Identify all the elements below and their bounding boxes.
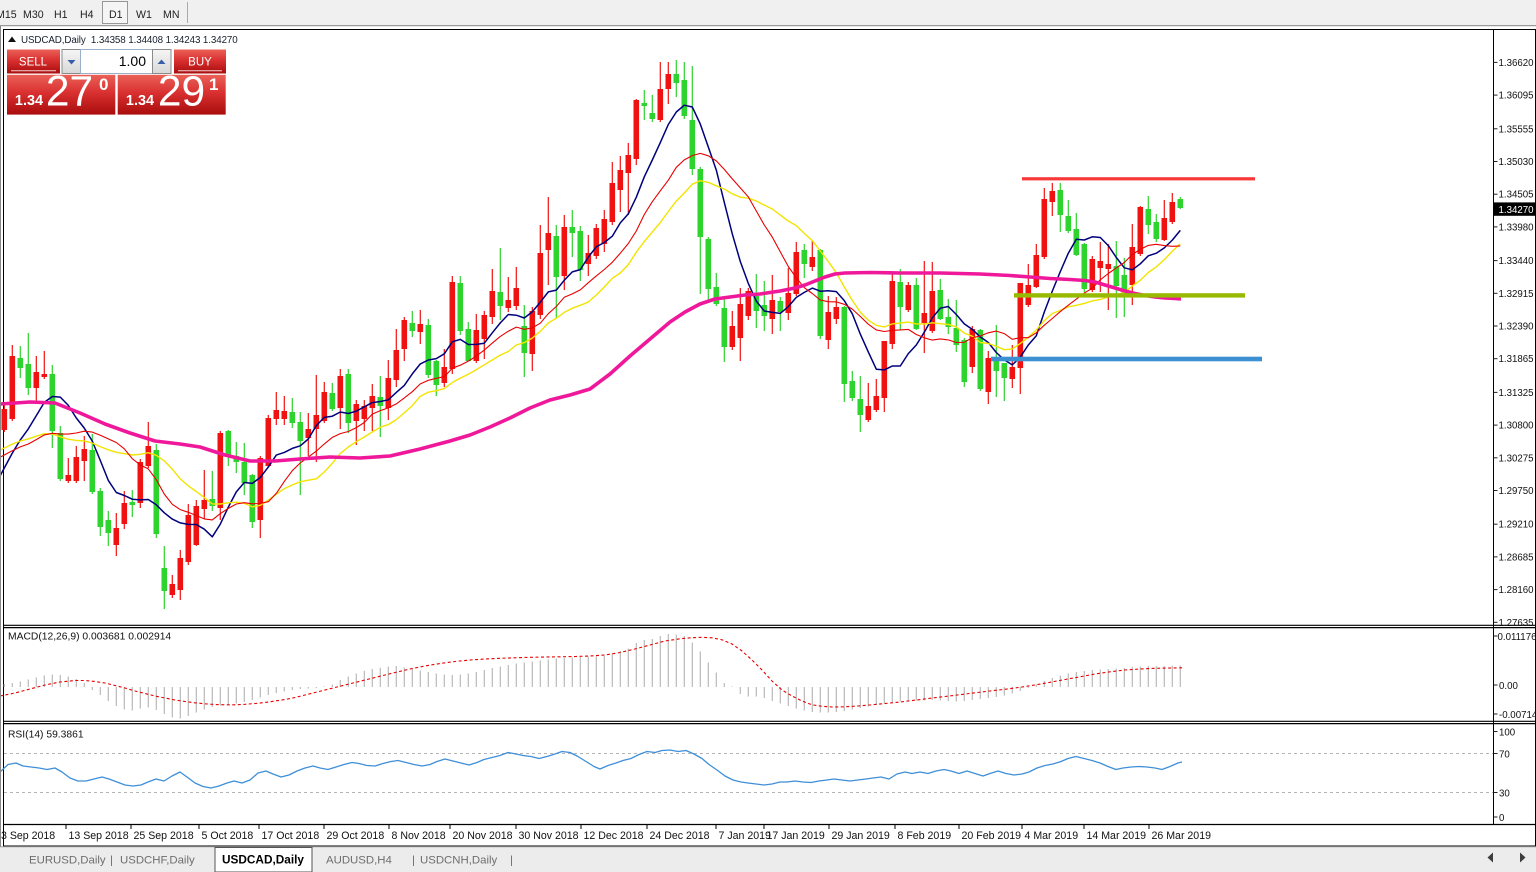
svg-text:30 Nov 2018: 30 Nov 2018 <box>519 830 579 842</box>
svg-text:|: | <box>110 855 113 867</box>
svg-text:0: 0 <box>99 75 108 94</box>
svg-text:13 Sep 2018: 13 Sep 2018 <box>69 830 129 842</box>
svg-text:1.27635: 1.27635 <box>1499 618 1534 629</box>
svg-text:20 Feb 2019: 20 Feb 2019 <box>962 830 1022 842</box>
svg-text:H4: H4 <box>80 9 94 21</box>
svg-text:D1: D1 <box>109 9 123 21</box>
svg-text:1: 1 <box>209 75 218 94</box>
svg-text:24 Dec 2018: 24 Dec 2018 <box>650 830 710 842</box>
svg-text:20 Nov 2018: 20 Nov 2018 <box>453 830 513 842</box>
svg-text:USDCNH,Daily: USDCNH,Daily <box>420 855 498 867</box>
svg-text:1.31325: 1.31325 <box>1499 388 1534 399</box>
svg-text:MACD(12,26,9) 0.003681 0.00291: MACD(12,26,9) 0.003681 0.002914 <box>8 632 171 643</box>
svg-text:29 Jan 2019: 29 Jan 2019 <box>832 830 890 842</box>
svg-text:MN: MN <box>163 9 179 21</box>
svg-text:1.35555: 1.35555 <box>1499 124 1534 135</box>
svg-text:1.34: 1.34 <box>15 93 43 109</box>
svg-text:25 Sep 2018: 25 Sep 2018 <box>134 830 194 842</box>
svg-text:USDCAD,Daily 1.34358 1.34408: USDCAD,Daily 1.34358 1.34408 1.34243 1.3… <box>21 35 238 46</box>
svg-text:27: 27 <box>46 69 93 116</box>
svg-text:100: 100 <box>1499 727 1516 738</box>
svg-text:8 Nov 2018: 8 Nov 2018 <box>392 830 446 842</box>
svg-text:1.32390: 1.32390 <box>1499 322 1535 333</box>
svg-text:1.00: 1.00 <box>119 53 146 69</box>
svg-text:RSI(14) 59.3861: RSI(14) 59.3861 <box>8 730 84 741</box>
svg-text:5 Oct 2018: 5 Oct 2018 <box>202 830 254 842</box>
svg-text:30: 30 <box>1499 788 1510 799</box>
svg-text:1.32915: 1.32915 <box>1499 289 1534 300</box>
svg-text:|: | <box>412 855 415 867</box>
svg-text:1.29210: 1.29210 <box>1499 520 1535 531</box>
svg-text:1.28160: 1.28160 <box>1499 585 1535 596</box>
svg-text:12 Dec 2018: 12 Dec 2018 <box>584 830 644 842</box>
svg-text:0.00: 0.00 <box>1499 681 1518 692</box>
svg-text:EURUSD,Daily: EURUSD,Daily <box>29 855 106 867</box>
svg-text:SELL: SELL <box>19 57 48 69</box>
svg-text:17 Jan 2019: 17 Jan 2019 <box>767 830 825 842</box>
svg-text:1.33980: 1.33980 <box>1499 222 1535 233</box>
svg-text:|: | <box>510 855 513 867</box>
svg-text:7 Jan 2019: 7 Jan 2019 <box>719 830 772 842</box>
svg-text:29 Oct 2018: 29 Oct 2018 <box>327 830 385 842</box>
svg-text:3 Sep 2018: 3 Sep 2018 <box>1 830 55 842</box>
svg-text:17 Oct 2018: 17 Oct 2018 <box>262 830 320 842</box>
svg-text:1.30275: 1.30275 <box>1499 453 1534 464</box>
svg-text:1.36620: 1.36620 <box>1499 58 1535 69</box>
svg-text:1.31865: 1.31865 <box>1499 354 1534 365</box>
svg-text:0.011176: 0.011176 <box>1498 632 1536 643</box>
svg-text:1.36095: 1.36095 <box>1499 91 1534 102</box>
svg-text:8 Feb 2019: 8 Feb 2019 <box>898 830 952 842</box>
svg-text:M15: M15 <box>0 9 17 21</box>
svg-text:1.30800: 1.30800 <box>1499 421 1535 432</box>
svg-text:USDCHF,Daily: USDCHF,Daily <box>120 855 195 867</box>
svg-text:1.28685: 1.28685 <box>1499 552 1534 563</box>
svg-text:0: 0 <box>1499 813 1505 824</box>
svg-text:USDCAD,Daily: USDCAD,Daily <box>222 853 304 867</box>
svg-text:1.34270: 1.34270 <box>1499 205 1535 216</box>
svg-text:H1: H1 <box>54 9 68 21</box>
svg-text:1.35030: 1.35030 <box>1499 157 1535 168</box>
svg-text:14 Mar 2019: 14 Mar 2019 <box>1087 830 1147 842</box>
svg-text:W1: W1 <box>136 9 152 21</box>
svg-text:29: 29 <box>158 69 205 116</box>
svg-text:-0.00714: -0.00714 <box>1499 710 1536 721</box>
svg-text:BUY: BUY <box>188 57 212 69</box>
svg-text:26 Mar 2019: 26 Mar 2019 <box>1152 830 1212 842</box>
svg-text:1.34505: 1.34505 <box>1499 190 1534 201</box>
svg-text:70: 70 <box>1499 749 1510 760</box>
svg-text:AUDUSD,H4: AUDUSD,H4 <box>326 855 392 867</box>
svg-text:1.34: 1.34 <box>126 93 154 109</box>
svg-text:M30: M30 <box>23 9 44 21</box>
svg-text:1.33440: 1.33440 <box>1499 256 1535 267</box>
svg-text:4 Mar 2019: 4 Mar 2019 <box>1025 830 1079 842</box>
svg-text:1.29750: 1.29750 <box>1499 486 1535 497</box>
